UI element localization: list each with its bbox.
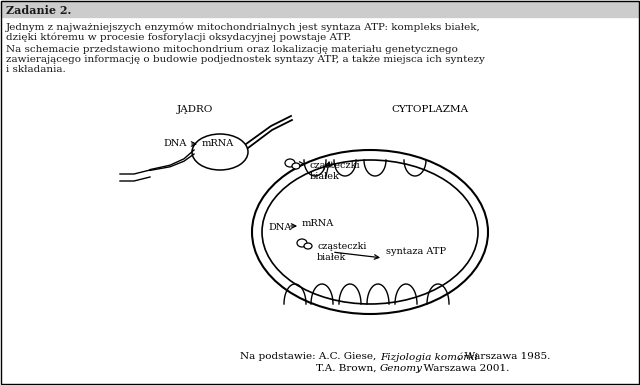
Bar: [1, 1, 639, 17]
Text: i składania.: i składania.: [6, 65, 66, 74]
Text: mRNA: mRNA: [202, 139, 234, 149]
Text: cząsteczki
białek: cząsteczki białek: [317, 242, 366, 262]
Text: Genomy: Genomy: [380, 364, 423, 373]
Text: mRNA: mRNA: [302, 219, 334, 228]
Text: cząsteczki
białek: cząsteczki białek: [310, 161, 360, 181]
Text: zawierającego informację o budowie podjednostek syntazy ATP, a także miejsca ich: zawierającego informację o budowie podje…: [6, 55, 485, 64]
Text: , Warszawa 2001.: , Warszawa 2001.: [417, 364, 509, 373]
Text: , Warszawa 1985.: , Warszawa 1985.: [458, 352, 550, 361]
Ellipse shape: [297, 239, 307, 247]
Text: Na schemacie przedstawiono mitochondrium oraz lokalizację materiału genetycznego: Na schemacie przedstawiono mitochondrium…: [6, 45, 458, 54]
Text: JĄDRO: JĄDRO: [177, 105, 213, 114]
Text: DNA: DNA: [268, 224, 291, 233]
Text: Fizjologia komórki: Fizjologia komórki: [380, 352, 478, 362]
Text: syntaza ATP: syntaza ATP: [386, 248, 446, 256]
Text: Zadanie 2.: Zadanie 2.: [6, 5, 72, 17]
Text: dzięki któremu w procesie fosforylacji oksydacyjnej powstaje ATP.: dzięki któremu w procesie fosforylacji o…: [6, 33, 351, 42]
Ellipse shape: [292, 163, 300, 169]
Text: DNA: DNA: [163, 139, 186, 149]
Text: CYTOPLAZMA: CYTOPLAZMA: [392, 105, 468, 114]
Text: Na podstawie: A.C. Giese,: Na podstawie: A.C. Giese,: [241, 352, 380, 361]
Ellipse shape: [285, 159, 295, 167]
Ellipse shape: [304, 243, 312, 249]
Text: Jednym z najważniejszych enzymów mitochondrialnych jest syntaza ATP: kompleks bi: Jednym z najważniejszych enzymów mitocho…: [6, 23, 481, 32]
Text: T.A. Brown,: T.A. Brown,: [316, 364, 380, 373]
